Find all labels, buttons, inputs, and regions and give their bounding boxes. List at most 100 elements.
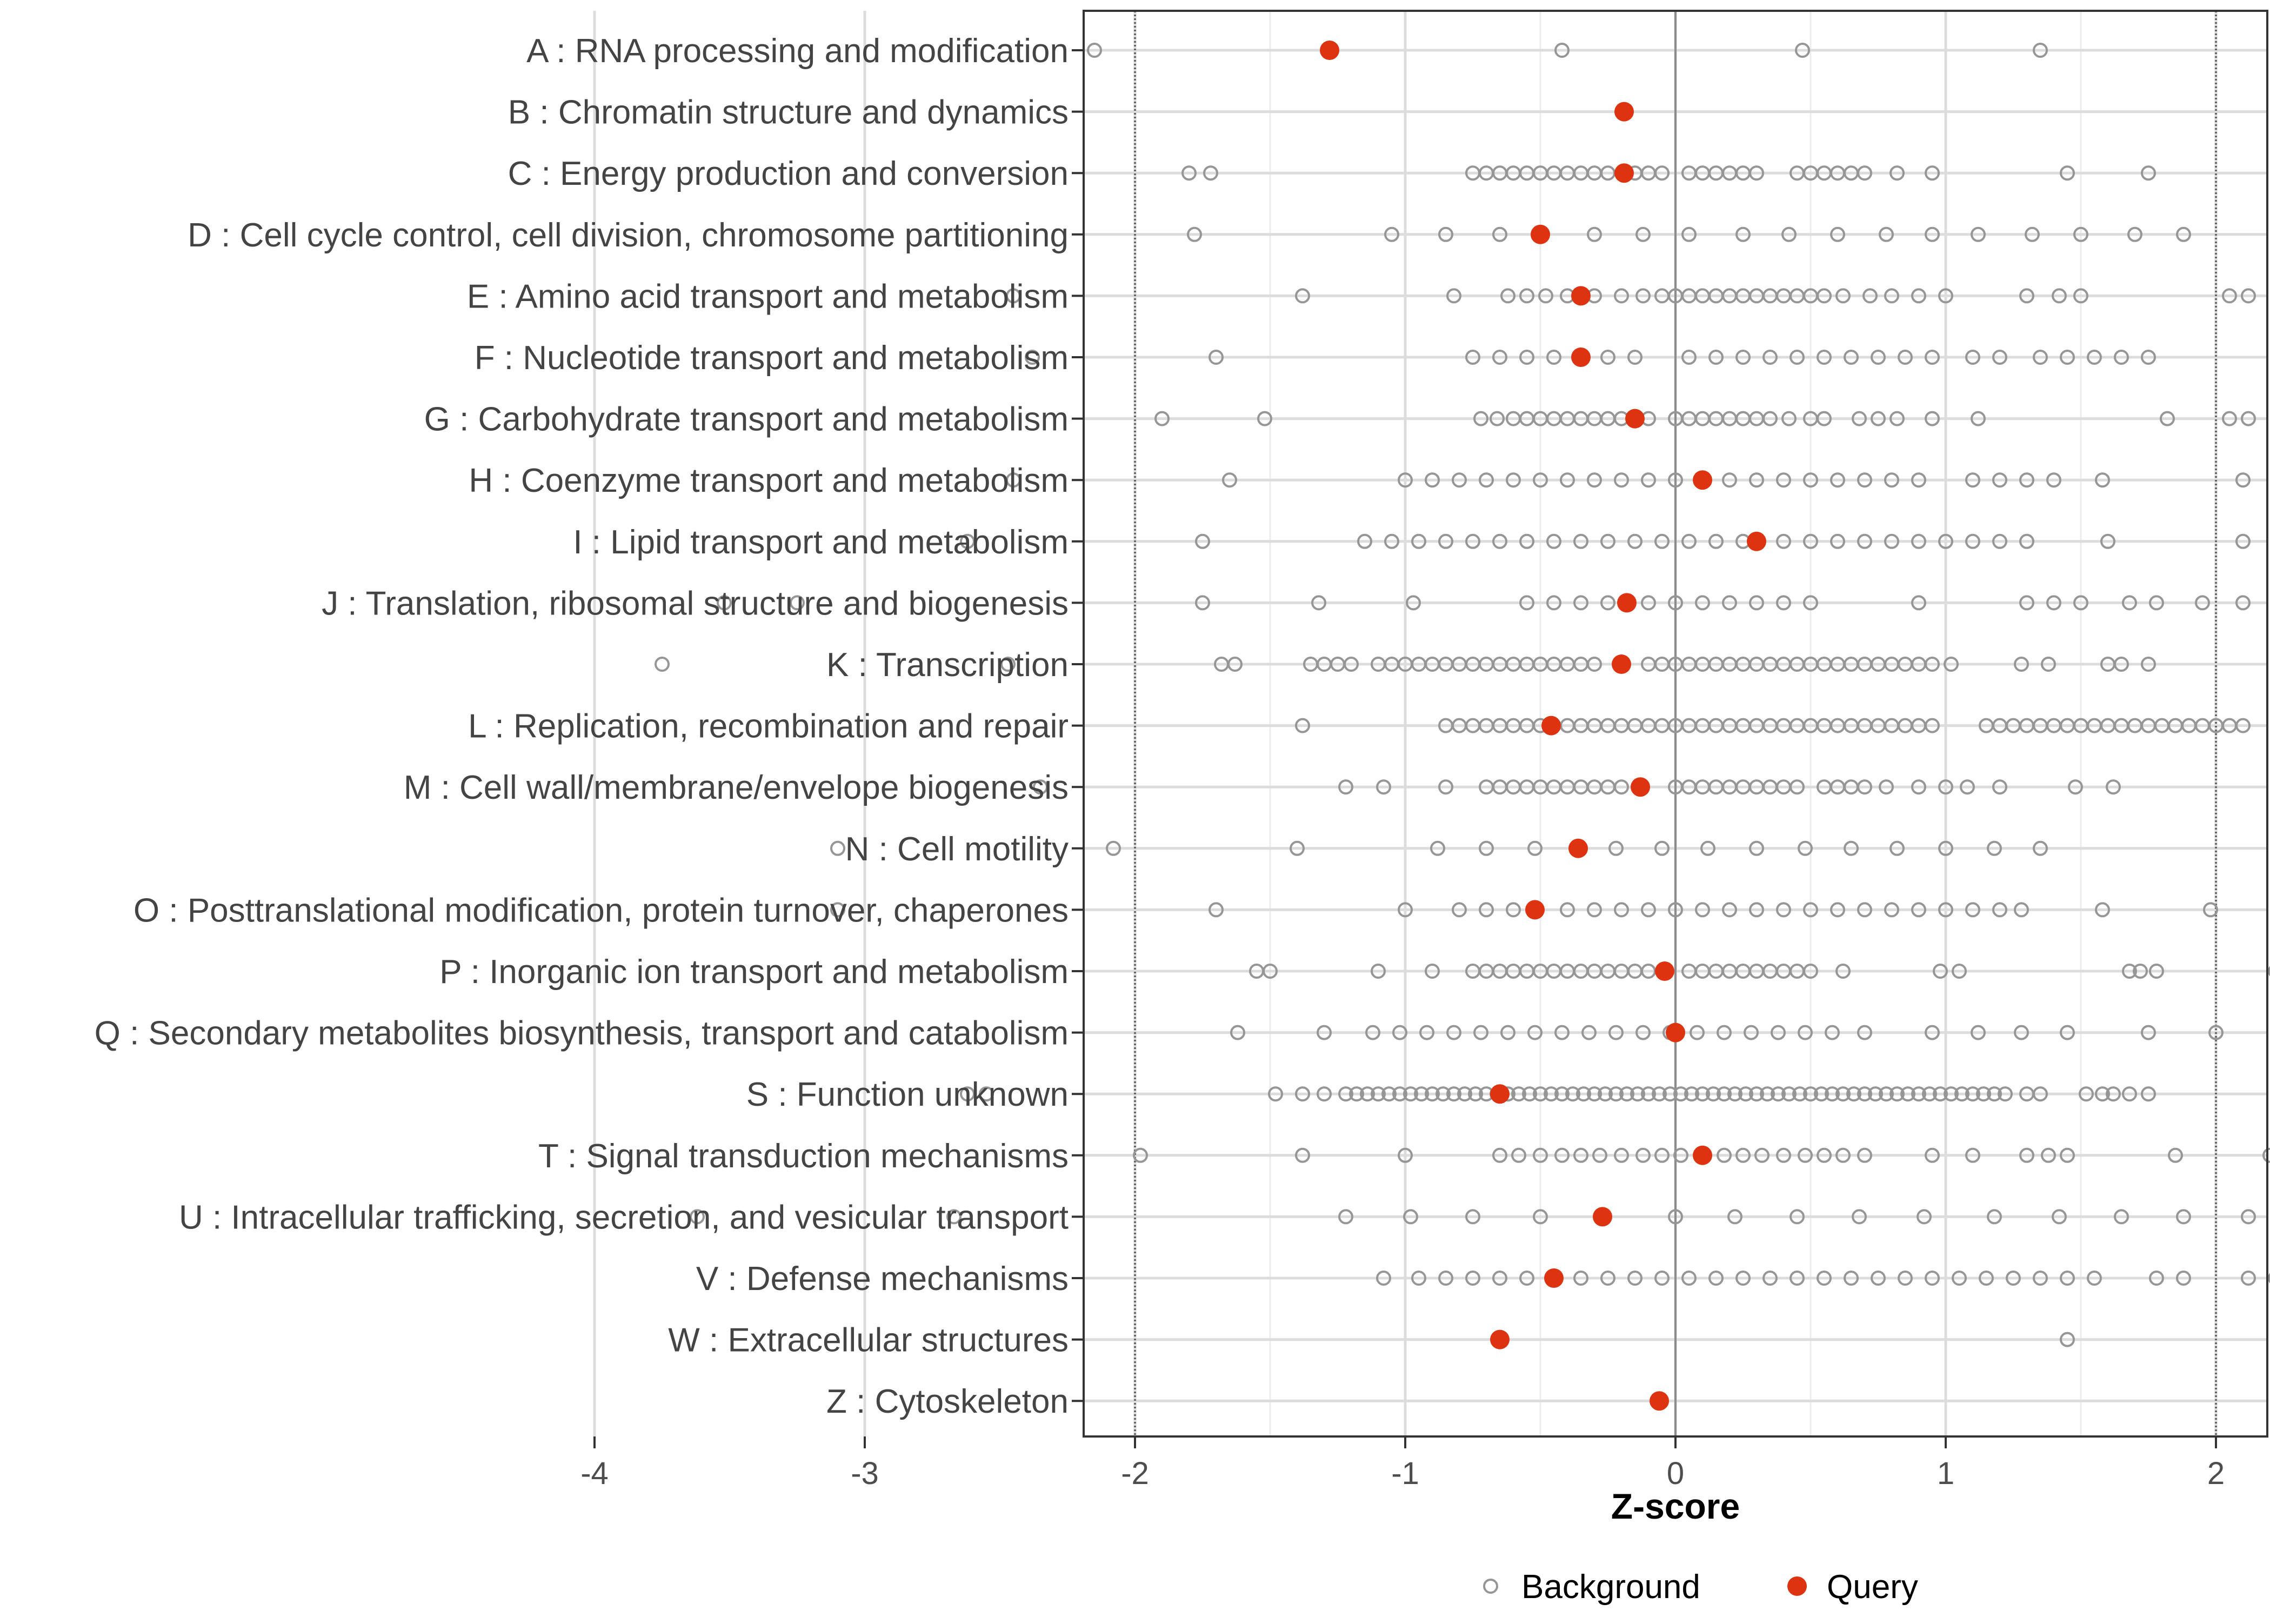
- background-point: [2168, 1147, 2183, 1163]
- category-label: J : Translation, ribosomal structure and…: [322, 585, 1069, 622]
- background-point: [1614, 288, 1629, 304]
- background-point: [1911, 288, 1926, 304]
- background-point: [1133, 1147, 1148, 1163]
- background-point: [1403, 1086, 1418, 1102]
- background-point: [2025, 226, 2040, 242]
- background-point: [1652, 1086, 1667, 1102]
- background-point: [1654, 1271, 1670, 1286]
- background-point: [1971, 1025, 1986, 1040]
- background-point: [1479, 840, 1494, 856]
- background-point: [1522, 1086, 1537, 1102]
- category-label: Z : Cytoskeleton: [826, 1383, 1069, 1420]
- background-point: [1925, 226, 1940, 242]
- background-point: [1803, 595, 1818, 611]
- background-point: [1790, 1209, 1805, 1225]
- background-point: [1600, 1271, 1615, 1286]
- background-point: [1554, 1025, 1570, 1040]
- background-point: [1106, 840, 1121, 856]
- background-point: [1465, 350, 1480, 365]
- background-point: [1635, 226, 1651, 242]
- background-point: [717, 595, 732, 611]
- category-label: P : Inorganic ion transport and metaboli…: [439, 953, 1069, 991]
- background-point: [1025, 350, 1040, 365]
- background-point: [1654, 165, 1670, 181]
- background-point: [1998, 1086, 2013, 1102]
- background-point: [1952, 1271, 1967, 1286]
- background-point: [1771, 1025, 1786, 1040]
- background-point: [1033, 779, 1048, 795]
- category-label: S : Function unknown: [746, 1076, 1069, 1113]
- query-point: [1625, 409, 1645, 429]
- background-point: [1879, 1086, 1894, 1102]
- background-point: [1960, 779, 1975, 795]
- background-point: [1911, 595, 1926, 611]
- background-point: [1954, 1086, 1969, 1102]
- query-point: [1693, 1145, 1712, 1165]
- query-point: [1490, 1329, 1510, 1349]
- background-point: [1700, 840, 1715, 856]
- background-point: [2019, 288, 2034, 304]
- background-point: [1000, 657, 1016, 672]
- background-point: [1641, 595, 1656, 611]
- category-label: I : Lipid transport and metabolism: [573, 524, 1069, 561]
- background-point: [2087, 1271, 2102, 1286]
- background-point: [1384, 226, 1399, 242]
- background-point: [1338, 779, 1353, 795]
- background-point: [2014, 1025, 2029, 1040]
- background-point: [1825, 1086, 1840, 1102]
- background-point: [1879, 779, 1894, 795]
- background-point: [1230, 1025, 1245, 1040]
- background-point: [1195, 533, 1210, 549]
- background-point: [1411, 1271, 1426, 1286]
- background-point: [1468, 1086, 1483, 1102]
- background-point: [1360, 1086, 1375, 1102]
- background-point: [1598, 1086, 1613, 1102]
- background-point: [1987, 840, 2002, 856]
- background-point: [1222, 472, 1237, 488]
- background-point: [2195, 595, 2210, 611]
- background-point: [1465, 1209, 1480, 1225]
- background-point: [1938, 779, 1953, 795]
- background-point: [1457, 1086, 1472, 1102]
- background-point: [2122, 1086, 2137, 1102]
- background-point: [1392, 1086, 1407, 1102]
- background-point: [1727, 1209, 1742, 1225]
- background-point: [1425, 1086, 1440, 1102]
- background-point: [2079, 1086, 2094, 1102]
- background-point: [1635, 1025, 1651, 1040]
- background-point: [1438, 226, 1453, 242]
- background-point: [1357, 533, 1372, 549]
- query-point: [1593, 1207, 1612, 1227]
- background-point: [1338, 1209, 1353, 1225]
- background-point: [1479, 472, 1494, 488]
- background-point: [1681, 1271, 1697, 1286]
- background-point: [1627, 1271, 1643, 1286]
- query-point: [1571, 347, 1591, 367]
- background-point: [2106, 779, 2121, 795]
- background-point: [1879, 226, 1894, 242]
- query-point: [1541, 716, 1561, 736]
- background-point: [2127, 226, 2142, 242]
- background-point: [1668, 902, 1683, 918]
- background-point: [2073, 288, 2088, 304]
- background-point: [1560, 902, 1575, 918]
- background-point: [1344, 657, 1359, 672]
- background-point: [2176, 226, 2191, 242]
- background-point: [1690, 1025, 1705, 1040]
- background-point: [1209, 350, 1224, 365]
- background-point: [1371, 1086, 1386, 1102]
- background-point: [1592, 1147, 1607, 1163]
- background-point: [1992, 472, 2007, 488]
- query-point: [1617, 593, 1637, 613]
- background-point: [1852, 411, 1867, 426]
- background-point: [1527, 1025, 1543, 1040]
- background-point: [1565, 1086, 1580, 1102]
- background-point: [1587, 226, 1602, 242]
- background-point: [1349, 1086, 1364, 1102]
- background-point: [2041, 1147, 2056, 1163]
- background-point: [1795, 43, 1810, 58]
- background-point: [1581, 1025, 1597, 1040]
- background-point: [1627, 533, 1643, 549]
- background-point: [1473, 1025, 1488, 1040]
- background-point: [1546, 533, 1561, 549]
